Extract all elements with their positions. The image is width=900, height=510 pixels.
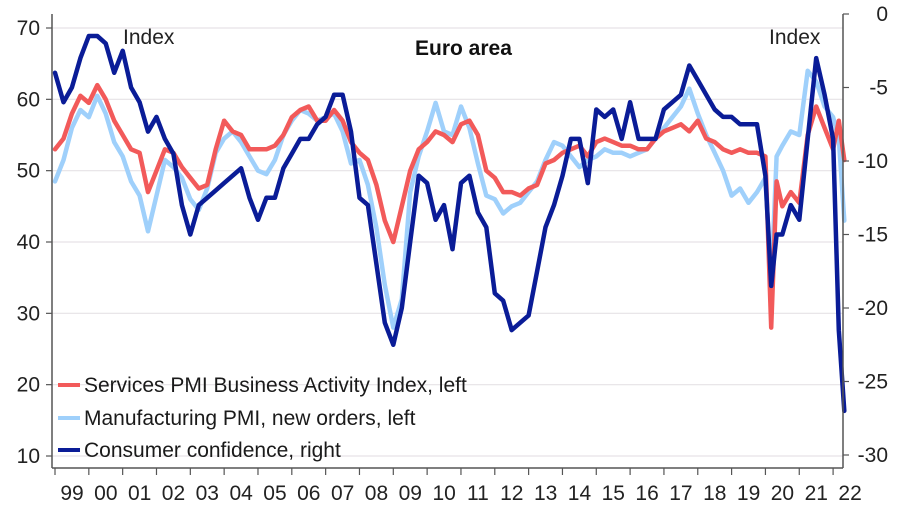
x-tick-label: 11 [467, 482, 489, 505]
x-tick-label: 20 [771, 482, 794, 505]
x-tick-label: 14 [568, 482, 592, 505]
x-tick-label: 00 [94, 482, 117, 505]
x-tick-label: 15 [602, 482, 625, 505]
left-tick-label: 20 [17, 374, 40, 397]
left-tick-label: 10 [17, 445, 40, 468]
legend-label-consumer-confidence: Consumer confidence, right [84, 439, 341, 462]
x-tick-label: 19 [737, 482, 760, 505]
right-tick-label: -5 [869, 77, 888, 100]
right-tick-label: -15 [858, 224, 888, 247]
left-axis-ticks: 10 20 30 40 50 60 70 [17, 17, 52, 468]
left-axis-title: Index [123, 26, 175, 49]
x-tick-label: 17 [669, 482, 692, 505]
right-axis-ticks: 0 -5 -10 -15 -20 -25 -30 [843, 3, 888, 467]
left-tick-label: 40 [17, 231, 40, 254]
legend: Services PMI Business Activity Index, le… [58, 374, 467, 462]
x-tick-label: 18 [703, 482, 726, 505]
right-tick-label: -25 [858, 371, 888, 394]
x-tick-label: 09 [399, 482, 422, 505]
x-tick-label: 07 [331, 482, 354, 505]
consumer-confidence-line [52, 33, 847, 414]
left-tick-label: 60 [17, 88, 40, 111]
x-tick-label: 08 [365, 482, 388, 505]
x-tick-label: 10 [432, 482, 455, 505]
x-tick-label: 03 [196, 482, 219, 505]
x-tick-label: 13 [534, 482, 557, 505]
x-tick-label: 01 [128, 482, 151, 505]
x-tick-label: 16 [635, 482, 658, 505]
services-pmi-line [52, 82, 847, 330]
left-tick-label: 30 [17, 302, 40, 325]
manufacturing-pmi-line [52, 68, 847, 330]
legend-label-services: Services PMI Business Activity Index, le… [84, 374, 467, 397]
x-tick-label: 02 [162, 482, 185, 505]
right-tick-label: -20 [858, 297, 888, 320]
right-tick-label: -10 [858, 150, 888, 173]
left-tick-label: 50 [17, 160, 40, 183]
x-axis-ticks: 99 00 01 02 03 04 05 06 07 08 09 10 11 12 13 14 15 16 17 18… [54, 468, 862, 505]
x-tick-label: 22 [838, 482, 861, 505]
x-tick-label: 04 [229, 482, 253, 505]
right-axis-title: Index [769, 26, 821, 49]
right-tick-label: -30 [858, 444, 888, 467]
x-tick-label: 99 [60, 482, 83, 505]
series-lines [52, 33, 847, 414]
x-tick-label: 06 [297, 482, 320, 505]
x-tick-label: 05 [263, 482, 286, 505]
x-tick-label: 12 [500, 482, 523, 505]
legend-label-manufacturing: Manufacturing PMI, new orders, left [84, 407, 416, 430]
x-tick-label: 21 [805, 482, 828, 505]
left-tick-label: 70 [17, 17, 40, 40]
right-tick-label: 0 [876, 3, 888, 26]
chart-title: Euro area [415, 37, 512, 60]
